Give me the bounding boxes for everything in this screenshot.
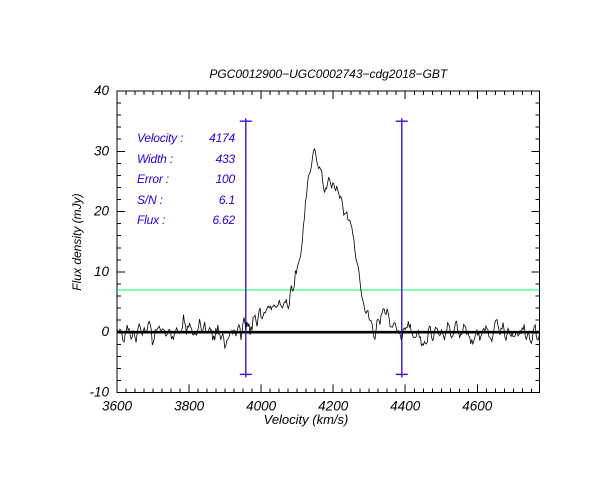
svg-text:-10: -10	[89, 385, 109, 400]
svg-text:30: 30	[94, 143, 110, 158]
svg-text:0: 0	[101, 324, 109, 339]
svg-text:10: 10	[94, 264, 110, 279]
svg-text:40: 40	[94, 83, 110, 98]
svg-text:20: 20	[93, 204, 110, 219]
